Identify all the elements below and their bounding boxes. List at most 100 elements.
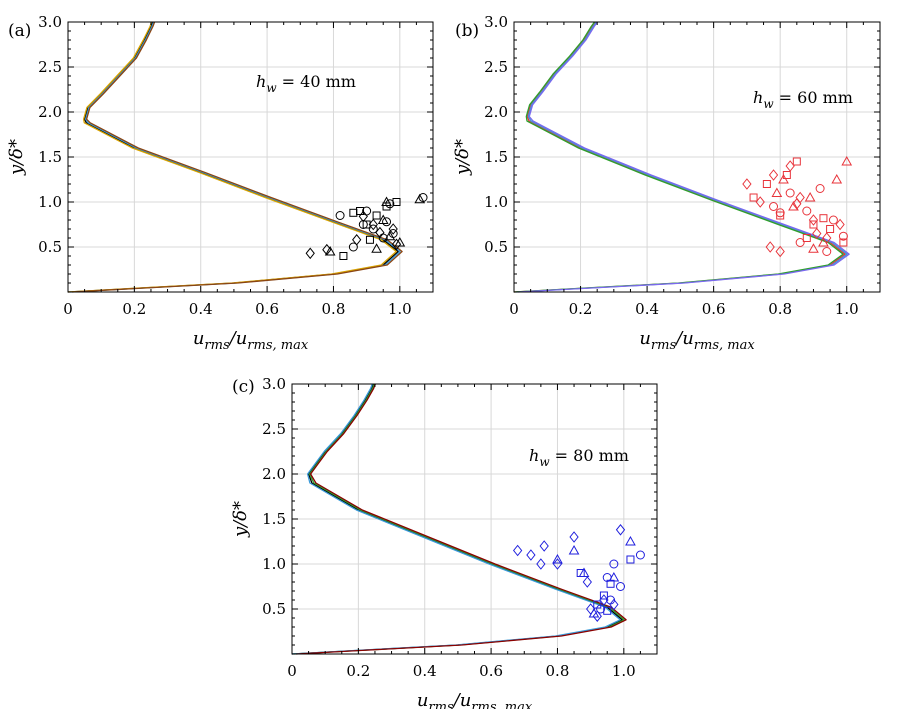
- marker-square: [762, 180, 771, 188]
- marker-diamond: [352, 233, 362, 246]
- x-axis-label-sub1: rms: [651, 338, 677, 353]
- annotation-h: h: [753, 88, 763, 107]
- marker-diamond: [609, 598, 619, 611]
- annotation-value: = 40 mm: [277, 72, 356, 91]
- marker-triangle: [778, 173, 789, 184]
- marker-circle: [769, 202, 779, 211]
- y-tick-label: 0.5: [38, 238, 62, 256]
- marker-square: [392, 198, 401, 206]
- x-axis-label-sub2: rms, max: [471, 700, 533, 709]
- marker-diamond: [808, 214, 819, 226]
- series-line-4: [295, 383, 627, 655]
- x-tick-label: 0.6: [255, 300, 279, 318]
- marker-diamond: [368, 218, 378, 231]
- marker-diamond: [526, 549, 536, 561]
- y-tick-label: 2.0: [262, 465, 286, 483]
- marker-triangle: [578, 567, 590, 577]
- marker-circle: [838, 231, 848, 241]
- marker-diamond: [755, 196, 765, 208]
- marker-diamond: [822, 232, 832, 244]
- marker-diamond: [592, 610, 602, 623]
- x-axis-label-sub2: rms, max: [247, 338, 309, 353]
- x-tick-label: 0.4: [413, 662, 437, 680]
- marker-triangle: [381, 196, 392, 206]
- marker-diamond: [512, 544, 523, 557]
- annotation-value: = 80 mm: [550, 446, 629, 465]
- x-tick-label: 0.2: [569, 300, 593, 318]
- marker-square: [819, 214, 828, 223]
- marker-square: [372, 211, 381, 220]
- marker-square: [626, 555, 635, 564]
- y-tick-label: 0.5: [262, 600, 286, 618]
- marker-triangle: [394, 236, 406, 247]
- marker-circle: [828, 215, 838, 225]
- marker-circle: [335, 211, 345, 220]
- marker-diamond: [795, 191, 805, 204]
- marker-triangle: [804, 191, 816, 202]
- marker-circle: [382, 217, 392, 227]
- marker-triangle: [608, 571, 620, 582]
- y-tick-label: 2.0: [484, 103, 508, 121]
- x-axis-label-main: u: [417, 690, 429, 709]
- x-axis-label: urms/urms, max: [417, 690, 533, 709]
- marker-circle: [822, 247, 832, 256]
- marker-diamond: [358, 210, 368, 223]
- marker-diamond: [775, 245, 785, 258]
- marker-square: [365, 235, 374, 244]
- panel-label: (c): [232, 377, 255, 397]
- marker-diamond: [768, 169, 779, 181]
- marker-diamond: [792, 197, 802, 210]
- series-line-4: [517, 21, 850, 293]
- marker-square: [792, 157, 801, 166]
- series-line-3: [513, 21, 844, 293]
- y-tick-label: 3.0: [38, 13, 62, 31]
- series-line-3: [67, 21, 397, 293]
- marker-triangle: [771, 187, 783, 197]
- panel-label: (b): [455, 21, 479, 41]
- x-tick-label: 0.8: [546, 662, 570, 680]
- marker-circle: [802, 206, 812, 216]
- annotation-h: h: [256, 72, 266, 91]
- marker-square: [749, 193, 758, 202]
- marker-diamond: [388, 223, 398, 235]
- marker-square: [593, 600, 602, 609]
- marker-square: [599, 591, 608, 600]
- x-tick-label: 1.0: [388, 300, 412, 318]
- marker-triangle: [324, 245, 336, 256]
- y-tick-label: 1.0: [262, 555, 286, 573]
- marker-diamond: [569, 531, 579, 543]
- marker-triangle: [377, 214, 389, 224]
- y-tick-label: 1.0: [484, 193, 508, 211]
- x-tick-label: 0.8: [322, 300, 346, 318]
- chart-panel-a: 0 0.2 0.4 0.6 0.8 1.0 0.5 1.0 1.5 2.0 2.5 3.0 urms/u…: [6, 13, 434, 353]
- marker-diamond: [552, 558, 563, 570]
- marker-square: [826, 225, 835, 233]
- y-tick-label: 3.0: [262, 375, 286, 393]
- x-tick-label: 1.0: [835, 300, 859, 318]
- y-tick-label: 2.5: [484, 58, 508, 76]
- marker-diamond: [599, 594, 609, 606]
- x-axis-label-mid: /u: [228, 328, 248, 349]
- series-line-3: [291, 383, 621, 655]
- x-axis-label: urms/urms, max: [639, 328, 755, 353]
- x-tick-label: 0.6: [702, 300, 726, 318]
- x-axis-label-mid: /u: [674, 328, 694, 349]
- chart-panel-c: 0 0.2 0.4 0.6 0.8 1.0 0.5 1.0 1.5 2.0 2.5 3.0 urms/u…: [230, 375, 658, 709]
- x-tick-label: 0.4: [189, 300, 213, 318]
- annotation-sub: w: [763, 97, 774, 111]
- x-tick-label: 0: [287, 662, 297, 680]
- marker-square: [603, 606, 612, 615]
- marker-circle: [635, 550, 645, 560]
- y-tick-label: 2.5: [262, 420, 286, 438]
- y-tick-label: 2.0: [38, 103, 62, 121]
- marker-square: [606, 579, 615, 588]
- panel-label: (a): [8, 21, 31, 41]
- y-tick-label: 3.0: [484, 13, 508, 31]
- x-tick-label: 0: [509, 300, 519, 318]
- marker-square: [349, 208, 358, 217]
- y-tick-label: 2.5: [38, 58, 62, 76]
- marker-diamond: [742, 178, 752, 190]
- annotation-hw: hw = 80 mm: [529, 446, 629, 469]
- y-tick-label: 0.5: [484, 238, 508, 256]
- y-tick-label: 1.5: [38, 148, 62, 166]
